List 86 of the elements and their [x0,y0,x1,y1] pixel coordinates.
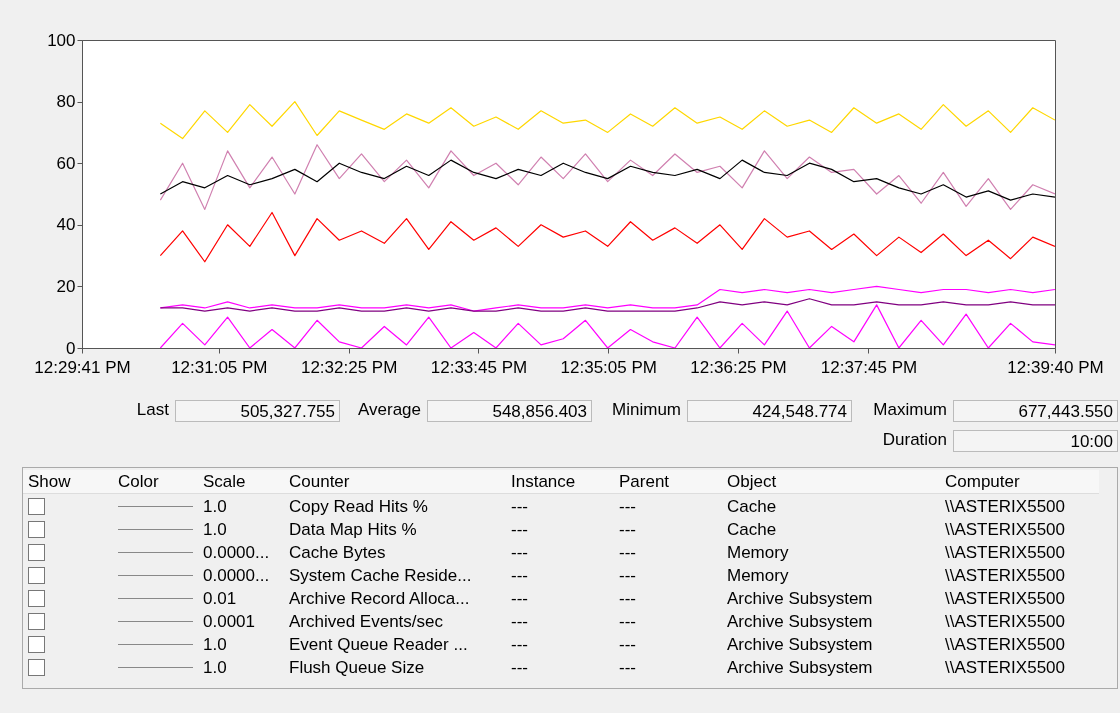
x-tick-label: 12:33:45 PM [430,357,528,377]
text: Counter [289,471,350,493]
line-series [159,144,1055,210]
text: Data Map Hits % [289,519,417,541]
x-tick-label: 12:37:45 PM [820,357,918,377]
text: Average [357,400,421,420]
text: Memory [727,565,789,587]
text: Parent [619,471,670,493]
text: System Cache Reside... [289,565,472,587]
text: --- [511,611,528,633]
text: Archive Subsystem [727,634,873,656]
text: --- [511,542,528,564]
text: Cache [727,519,777,541]
text: Cache Bytes [289,542,386,564]
text: 505,327.755 [175,400,340,422]
text: Memory [727,542,789,564]
text: Archive Subsystem [727,611,873,633]
text: --- [511,565,528,587]
text: 0.0000... [203,542,270,564]
text: --- [619,611,636,633]
line-series [159,298,1055,312]
text: \\ASTERIX5500 [945,634,1066,656]
text: --- [511,496,528,518]
y-tick-label: 40 [56,215,76,235]
text: \\ASTERIX5500 [945,611,1066,633]
text: Computer [945,471,1020,493]
text: Instance [511,471,576,493]
text: \\ASTERIX5500 [945,519,1066,541]
text: \\ASTERIX5500 [945,542,1066,564]
text: Archive Subsystem [727,588,873,610]
text: 0.0001 [203,611,255,633]
text: Last [136,400,169,420]
x-tick-label: 12:31:05 PM [171,357,268,377]
text: 0.0000... [203,565,270,587]
y-tick-label: 0 [66,338,76,358]
text: \\ASTERIX5500 [945,565,1066,587]
text: Flush Queue Size [289,657,425,679]
text: 1.0 [203,496,227,518]
x-tick-label: 12:29:41 PM [34,357,131,377]
line-series [159,101,1055,140]
y-tick-label: 80 [56,92,76,112]
text: --- [619,519,636,541]
text: Object [727,471,777,493]
line-series [159,304,1055,348]
y-tick-label: 60 [56,153,76,173]
text: \\ASTERIX5500 [945,588,1066,610]
text: --- [619,588,636,610]
text: --- [511,634,528,656]
x-tick-label: 12:32:25 PM [300,357,398,377]
text: 1.0 [203,519,227,541]
text: Duration [882,430,947,450]
text: --- [511,519,528,541]
text: --- [511,657,528,679]
x-tick-label: 12:36:25 PM [690,357,787,377]
text: Copy Read Hits % [289,496,428,518]
text: Archive Record Alloca... [289,588,470,610]
text: Archived Events/sec [289,611,444,633]
x-tick-label: 12:35:05 PM [560,357,657,377]
text: --- [511,588,528,610]
text: Cache [727,496,777,518]
text: --- [619,542,636,564]
text: 677,443.550 [953,400,1118,422]
text: 0.01 [203,588,237,610]
text: --- [619,565,636,587]
text: 424,548.774 [687,400,852,422]
text: 548,856.403 [427,400,592,422]
text: 1.0 [203,634,227,656]
text: 10:00 [953,430,1118,452]
text: Event Queue Reader ... [289,634,468,656]
x-tick-label: 12:39:40 PM [1007,357,1104,377]
text: --- [619,657,636,679]
y-tick-label: 100 [47,30,76,50]
line-series [159,159,1055,201]
text: Scale [203,471,246,493]
text: Show [28,471,71,493]
text: Color [118,471,159,493]
y-tick-label: 20 [56,276,76,296]
text: Archive Subsystem [727,657,873,679]
text: \\ASTERIX5500 [945,657,1066,679]
line-series [159,211,1055,263]
text: --- [619,634,636,656]
text: --- [619,496,636,518]
text: Minimum [612,400,681,420]
text: 1.0 [203,657,227,679]
text: Maximum [873,400,947,420]
text: \\ASTERIX5500 [945,496,1066,518]
